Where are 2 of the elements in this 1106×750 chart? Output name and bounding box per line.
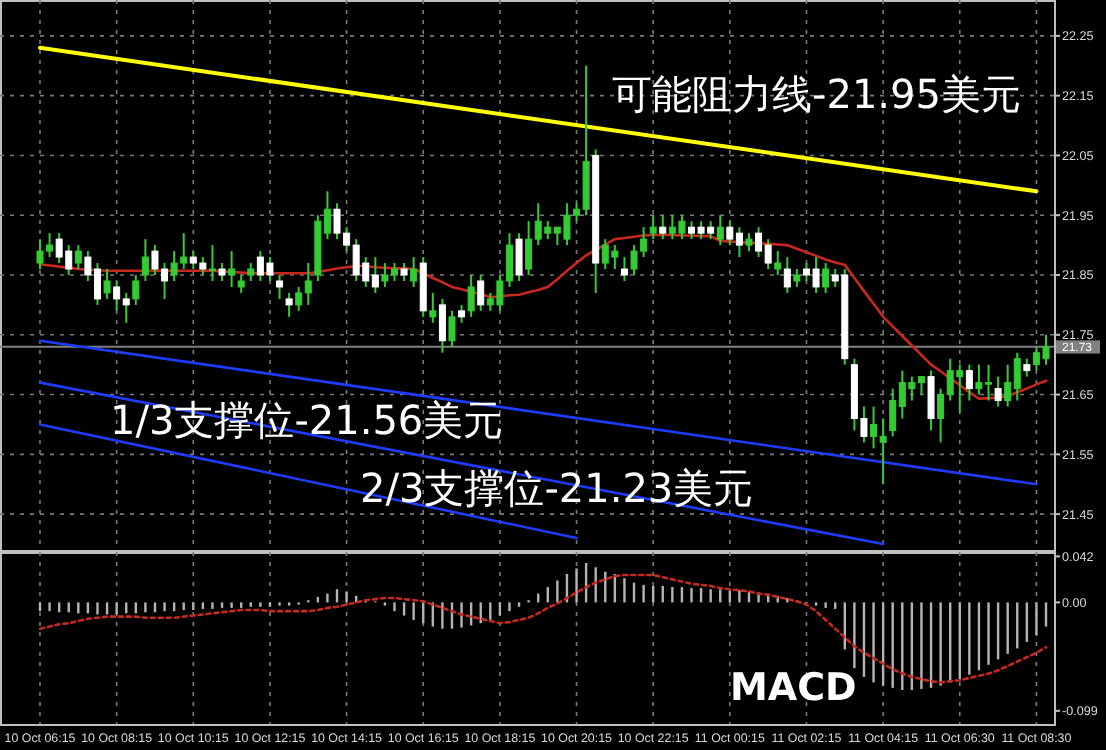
text: MACD bbox=[730, 666, 857, 710]
annotation: 可能阻力线-21.95美元 bbox=[612, 70, 1021, 118]
